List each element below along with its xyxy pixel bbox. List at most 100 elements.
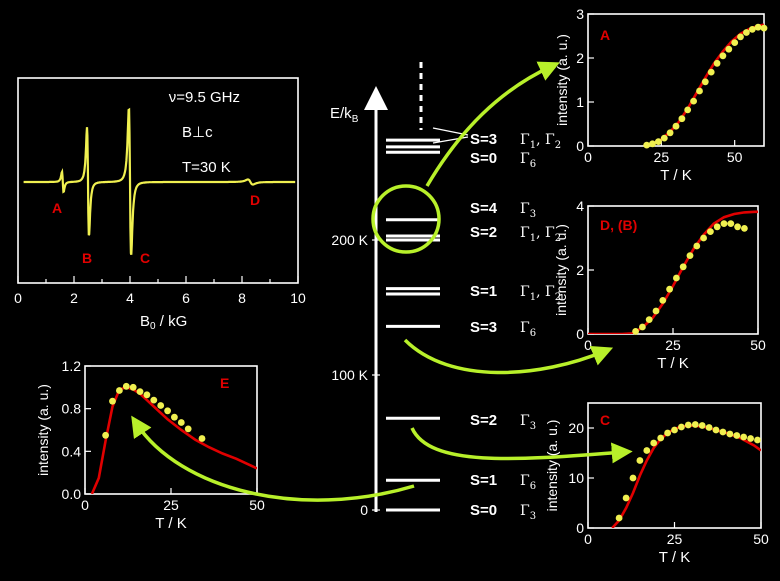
y-tick-label: 20 — [568, 420, 584, 436]
energy-tick-label: 100 K — [331, 367, 368, 383]
data-point — [639, 323, 646, 331]
plot-frame — [84, 365, 258, 495]
fit-curve — [90, 385, 257, 494]
data-point — [684, 106, 692, 114]
data-point — [636, 457, 644, 464]
level-symmetry-label: Γ3 — [520, 201, 536, 220]
data-point — [673, 274, 680, 282]
x-tick-label: 25 — [654, 149, 670, 165]
data-point — [666, 129, 674, 137]
data-point — [660, 134, 668, 142]
epr-peak-label-d: D — [250, 192, 260, 208]
epr-peak-label-b: B — [82, 250, 92, 266]
epr-peak-label-c: C — [140, 250, 150, 266]
y-tick-label: 1 — [576, 94, 584, 110]
data-point — [678, 423, 685, 431]
epr-annotation-frequency: ν=9.5 GHz — [169, 89, 240, 106]
panel-label: C — [600, 412, 610, 428]
data-point — [754, 436, 761, 444]
level-symmetry-label: Γ6 — [520, 320, 536, 339]
data-point — [664, 429, 671, 437]
data-point — [705, 424, 713, 431]
epr-x-tick-label: 0 — [14, 290, 22, 306]
epr-x-tick-label: 6 — [182, 290, 190, 306]
y-tick-label: 0.4 — [62, 443, 82, 459]
panel-label: A — [600, 27, 610, 43]
y-axis-label: intensity (a. u.) — [554, 34, 570, 126]
data-point — [150, 396, 158, 404]
energy-level-diagram: E/kB 0 100 K 200 K S=0 Γ3 S=1 Γ6 S=2 Γ3 S=3 Γ6 S=1 Γ… — [330, 62, 561, 522]
data-point — [693, 242, 701, 250]
level-spin-label: S=1 — [470, 472, 497, 489]
data-point — [666, 285, 673, 293]
data-point — [622, 494, 630, 502]
data-point — [678, 115, 686, 123]
level-spin-label: S=1 — [470, 283, 497, 300]
x-tick-label: 25 — [667, 531, 683, 547]
energy-axis-label: E/kB — [330, 105, 359, 125]
data-point — [629, 474, 637, 482]
epr-peak-label-a: A — [52, 200, 62, 216]
data-point — [701, 78, 709, 86]
data-point — [748, 26, 756, 33]
x-axis-label: T / K — [155, 515, 186, 532]
level-spin-label: S=3 — [470, 319, 497, 336]
epr-annotation-orientation: B⊥c — [182, 124, 213, 141]
y-tick-label: 2 — [576, 262, 584, 278]
arrow-to-plot-a — [425, 61, 560, 187]
level-symmetry-label: Γ1, Γ2 — [520, 225, 561, 244]
data-point — [643, 447, 651, 454]
level-symmetry-label: Γ6 — [520, 473, 536, 492]
data-point — [719, 428, 727, 436]
data-point — [727, 220, 735, 228]
y-tick-label: 2 — [576, 50, 584, 66]
y-tick-label: 0 — [576, 138, 584, 154]
data-point — [649, 140, 656, 148]
data-point — [643, 141, 651, 149]
data-point — [712, 426, 720, 434]
data-point — [615, 514, 623, 522]
data-point — [659, 297, 667, 304]
data-point — [122, 382, 130, 390]
data-point — [740, 433, 748, 441]
energy-tick-label: 200 K — [331, 232, 368, 248]
data-point — [632, 328, 639, 335]
data-point — [737, 33, 744, 41]
data-point — [707, 228, 714, 236]
green-arrows — [131, 61, 633, 502]
data-point — [713, 59, 721, 67]
plot-d-b: 0 25 50 0 2 4 T / K intensity (a. u.) D, (B) — [553, 198, 766, 372]
panel-label: E — [220, 375, 229, 391]
level-symmetry-label: Γ3 — [520, 413, 536, 432]
plot-c: 0 25 50 0 10 20 T / K intensity (a. u.) C — [544, 402, 769, 566]
y-tick-label: 0 — [576, 520, 584, 536]
level-symmetry-label: Γ1, Γ2 — [520, 284, 561, 303]
x-axis-label: T / K — [657, 355, 688, 372]
data-point — [733, 432, 741, 439]
data-point — [707, 68, 715, 76]
data-point — [690, 97, 697, 105]
x-tick-label: 0 — [584, 531, 592, 547]
level-spin-label: S=0 — [470, 150, 497, 167]
epr-x-axis-label: B0 / kG — [140, 313, 187, 332]
y-tick-label: 0 — [576, 326, 584, 342]
data-point — [696, 87, 703, 95]
data-point — [686, 252, 694, 259]
data-point — [747, 435, 754, 442]
data-point — [741, 225, 748, 232]
data-point — [657, 434, 665, 442]
data-point — [655, 138, 662, 146]
data-point — [691, 421, 699, 428]
data-point — [734, 223, 741, 231]
y-tick-label: 4 — [576, 198, 584, 214]
x-tick-label: 25 — [163, 497, 179, 513]
panel-label: D, (B) — [600, 217, 637, 233]
data-point — [719, 52, 727, 60]
energy-levels: 0 100 K 200 K S=0 Γ3 S=1 Γ6 S=2 Γ3 S=3 Γ6 S=1 Γ1, Γ2… — [331, 131, 561, 522]
data-point — [143, 391, 151, 399]
data-point — [171, 413, 178, 421]
epr-x-tick-label: 10 — [290, 290, 306, 306]
highlight-circle — [371, 184, 441, 254]
data-point — [743, 29, 750, 36]
